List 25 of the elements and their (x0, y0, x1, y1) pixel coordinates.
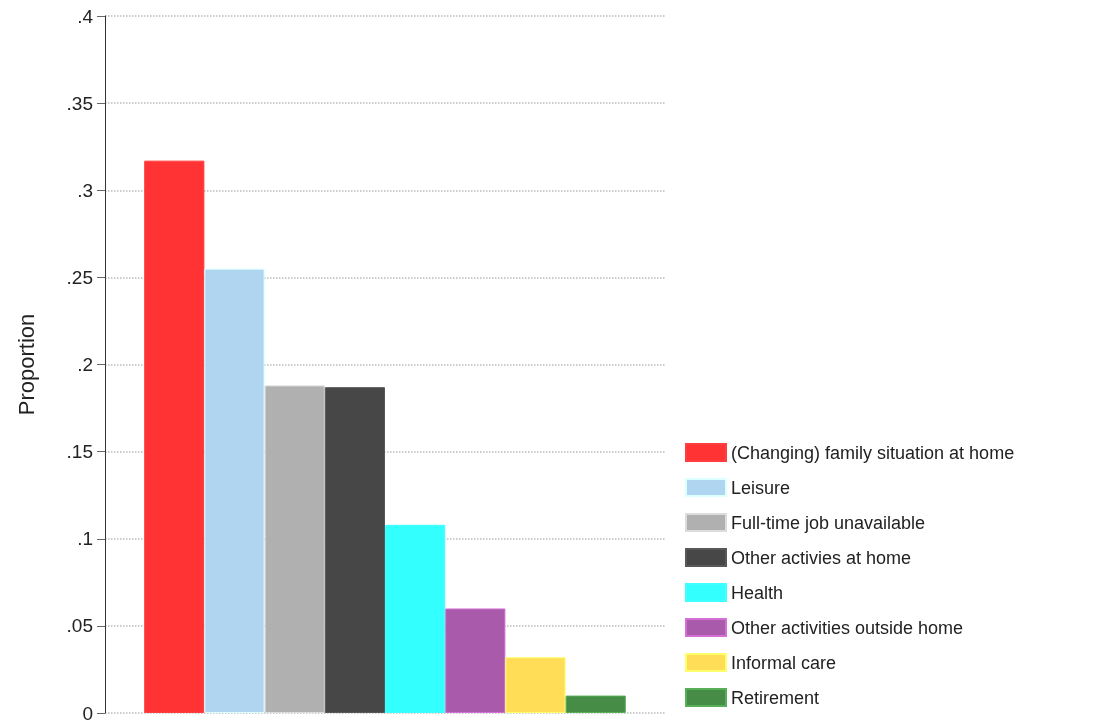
bar (565, 695, 626, 713)
bar (144, 160, 205, 713)
y-tick-label: 0 (82, 702, 93, 724)
y-tick-label: .3 (77, 179, 93, 201)
legend-label: Health (731, 582, 784, 603)
legend-label: (Changing) family situation at home (731, 442, 1015, 463)
y-tick-label: .15 (66, 441, 93, 463)
y-tick-label: .35 (66, 92, 93, 114)
legend-label: Retirement (731, 687, 820, 708)
bar (445, 608, 506, 713)
y-tick-label: .1 (77, 528, 93, 550)
bar (204, 268, 265, 713)
y-tick-label: .05 (66, 615, 93, 637)
bar (505, 657, 566, 713)
y-axis-title: Proportion (13, 313, 39, 416)
legend-label: Full-time job unavailable (731, 512, 926, 533)
bar (324, 387, 385, 713)
y-tick-label: .4 (77, 5, 94, 27)
legend-label: Other activities outside home (731, 617, 964, 638)
y-tick-label: .25 (66, 266, 93, 288)
legend-label: Leisure (731, 477, 791, 498)
legend-label: Other activies at home (731, 547, 912, 568)
legend-label: Informal care (731, 652, 837, 673)
bar (385, 524, 446, 713)
y-tick-label: .2 (77, 354, 93, 375)
